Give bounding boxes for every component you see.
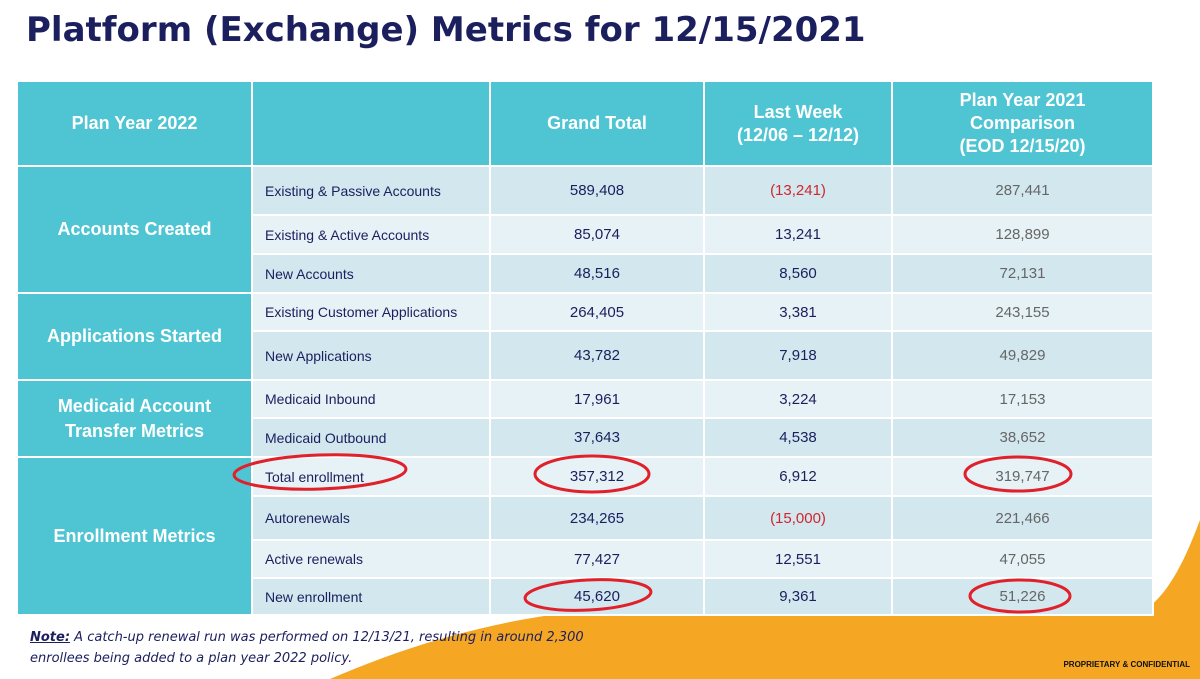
table-row: New Applications 43,782 7,918 49,829 (17, 330, 1154, 381)
table-row: Autorenewals 234,265 (15,000) 221,466 (17, 495, 1154, 541)
last-week-cell: 3,224 (703, 379, 893, 419)
row-label: Existing & Passive Accounts (251, 165, 491, 216)
comparison-cell: 49,829 (891, 330, 1154, 381)
grand-total-cell: 43,782 (489, 330, 705, 381)
footnote: Note: A catch-up renewal run was perform… (30, 627, 590, 669)
last-week-cell: 13,241 (703, 214, 893, 255)
row-label: New enrollment (251, 577, 491, 616)
last-week-cell: 3,381 (703, 292, 893, 332)
confidential-label: PROPRIETARY & CONFIDENTIAL (1063, 660, 1190, 669)
grand-total-cell: 77,427 (489, 539, 705, 579)
grand-total-cell: 264,405 (489, 292, 705, 332)
comparison-cell: 72,131 (891, 253, 1154, 294)
last-week-cell: (15,000) (703, 495, 893, 541)
group-label: Enrollment Metrics (16, 456, 253, 616)
row-label: Total enrollment (251, 456, 491, 497)
group-label: Accounts Created (16, 165, 253, 294)
header-plan-year: Plan Year 2022 (16, 80, 253, 167)
header-blank (251, 80, 491, 167)
grand-total-cell: 45,620 (489, 577, 705, 616)
last-week-cell: 8,560 (703, 253, 893, 294)
page-title: Platform (Exchange) Metrics for 12/15/20… (26, 10, 866, 50)
last-week-cell: 7,918 (703, 330, 893, 381)
row-label: Active renewals (251, 539, 491, 579)
comparison-cell: 47,055 (891, 539, 1154, 579)
comparison-cell: 243,155 (891, 292, 1154, 332)
grand-total-cell: 48,516 (489, 253, 705, 294)
table-row: Medicaid Account Transfer Metrics Medicai… (16, 379, 1154, 458)
comparison-cell: 38,652 (891, 417, 1154, 458)
header-grand-total: Grand Total (489, 80, 705, 167)
header-last-week: Last Week (12/06 – 12/12) (703, 80, 893, 167)
comparison-cell: 17,153 (891, 379, 1154, 419)
last-week-cell: (13,241) (703, 165, 893, 216)
table-row: Applications Started Existing Customer Ap… (16, 292, 1154, 381)
row-label: Existing & Active Accounts (251, 214, 491, 255)
grand-total-cell: 589,408 (489, 165, 705, 216)
metrics-table: Plan Year 2022 Grand Total Last Week (12… (16, 80, 1154, 616)
grand-total-cell: 357,312 (489, 456, 705, 497)
last-week-cell: 4,538 (703, 417, 893, 458)
header-py2021-comparison: Plan Year 2021 Comparison (EOD 12/15/20) (891, 80, 1154, 167)
table-row: Medicaid Outbound 37,643 4,538 38,652 (17, 417, 1154, 458)
last-week-cell: 12,551 (703, 539, 893, 579)
note-label: Note: (30, 630, 71, 645)
note-text: A catch-up renewal run was performed on … (30, 630, 584, 666)
row-label: New Applications (251, 330, 491, 381)
row-label: Medicaid Outbound (251, 417, 491, 458)
row-label: Existing Customer Applications (251, 292, 491, 332)
table-row: Existing & Active Accounts 85,074 13,241 12… (17, 214, 1154, 255)
comparison-cell: 128,899 (891, 214, 1154, 255)
comparison-cell: 51,226 (891, 577, 1154, 616)
table-row: New Accounts 48,516 8,560 72,131 (17, 253, 1154, 294)
last-week-cell: 9,361 (703, 577, 893, 616)
row-label: New Accounts (251, 253, 491, 294)
group-label: Medicaid Account Transfer Metrics (16, 379, 253, 458)
comparison-cell: 221,466 (891, 495, 1154, 541)
header-row: Plan Year 2022 Grand Total Last Week (12… (16, 80, 1154, 167)
table-row: Active renewals 77,427 12,551 47,055 (17, 539, 1154, 579)
grand-total-cell: 85,074 (489, 214, 705, 255)
table-row: Accounts Created Existing & Passive Accou… (16, 165, 1154, 294)
grand-total-cell: 234,265 (489, 495, 705, 541)
row-label: Autorenewals (251, 495, 491, 541)
comparison-cell: 319,747 (891, 456, 1154, 497)
comparison-cell: 287,441 (891, 165, 1154, 216)
row-label: Medicaid Inbound (251, 379, 491, 419)
grand-total-cell: 37,643 (489, 417, 705, 458)
last-week-cell: 6,912 (703, 456, 893, 497)
group-label: Applications Started (16, 292, 253, 381)
table-row: Enrollment Metrics Total enrollment 357,31… (16, 456, 1154, 616)
grand-total-cell: 17,961 (489, 379, 705, 419)
